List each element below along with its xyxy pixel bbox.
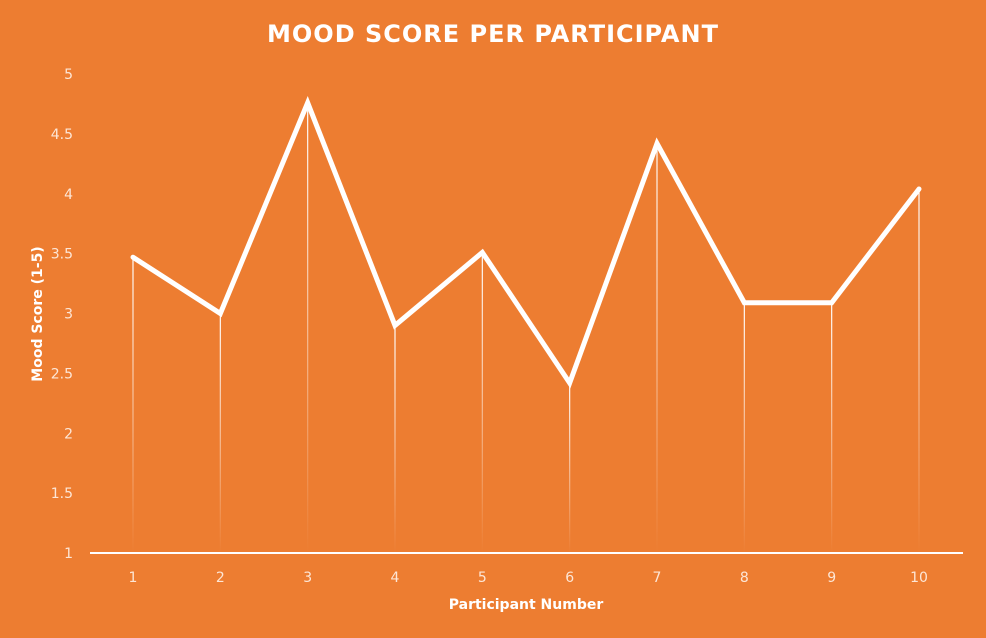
x-tick-label: 6 [565,570,574,586]
drop-line [307,102,309,554]
x-tick-label: 1 [129,570,138,586]
x-tick-label: 3 [303,570,312,586]
y-tick-label: 4.5 [51,127,73,143]
y-axis-ticks: 1 1.5 2 2.5 3 3.5 4 4.5 5 [51,67,73,562]
drop-line [656,143,658,553]
drop-line [132,257,134,553]
y-tick-label: 2 [64,426,73,442]
x-tick-label: 9 [827,570,836,586]
drop-line [481,252,483,554]
x-tick-label: 5 [478,570,487,586]
drop-line [394,325,396,553]
y-tick-label: 4 [64,187,73,203]
x-axis-title: Participant Number [449,597,604,613]
y-axis-title: Mood Score (1-5) [30,246,46,381]
y-tick-label: 2.5 [51,366,73,382]
y-tick-label: 3 [64,307,73,323]
x-tick-label: 10 [910,570,928,586]
drop-line [831,302,833,553]
x-axis-ticks: 1 2 3 4 5 6 7 8 9 10 [129,570,928,586]
x-tick-label: 7 [653,570,662,586]
drop-line [743,302,745,553]
y-tick-label: 1.5 [51,486,73,502]
x-tick-label: 4 [391,570,400,586]
drop-line [918,188,920,553]
drop-line [219,313,221,553]
chart-title: MOOD SCORE PER PARTICIPANT [267,20,719,48]
y-tick-label: 3.5 [51,247,73,263]
series-line [130,96,922,389]
y-tick-label: 1 [64,546,73,562]
x-tick-label: 2 [216,570,225,586]
drop-line [569,382,571,553]
x-tick-label: 8 [740,570,749,586]
y-tick-label: 5 [64,67,73,83]
drop-lines [132,102,920,554]
